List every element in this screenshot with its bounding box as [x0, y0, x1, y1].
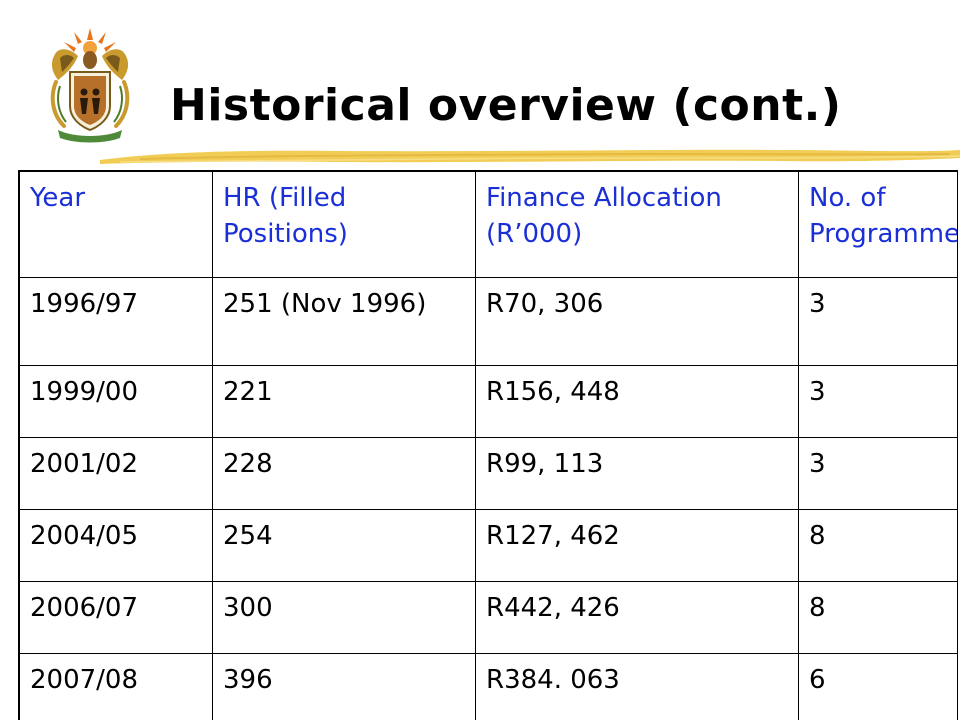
year-cell: 2006/07: [18, 580, 213, 654]
table-row: 1996/97 251 (Nov 1996) R70, 306 3: [18, 276, 958, 366]
programmes-cell: 3: [798, 276, 958, 366]
programmes-cell: 6: [798, 652, 958, 720]
hr-cell: 251 (Nov 1996): [212, 276, 476, 366]
column-header-finance: Finance Allocation (R’000): [475, 170, 799, 278]
table-header-row: Year HR (Filled Positions) Finance Alloc…: [18, 170, 958, 278]
finance-cell: R70, 306: [475, 276, 799, 366]
table-row: 2007/08 396 R384. 063 6: [18, 652, 958, 720]
programmes-cell: 8: [798, 580, 958, 654]
table-row: 1999/00 221 R156, 448 3: [18, 364, 958, 438]
year-cell: 2004/05: [18, 508, 213, 582]
finance-cell: R442, 426: [475, 580, 799, 654]
programmes-cell: 3: [798, 364, 958, 438]
year-cell: 1996/97: [18, 276, 213, 366]
table-row: 2006/07 300 R442, 426 8: [18, 580, 958, 654]
programmes-cell: 3: [798, 436, 958, 510]
table-row: 2004/05 254 R127, 462 8: [18, 508, 958, 582]
hr-cell: 396: [212, 652, 476, 720]
finance-cell: R384. 063: [475, 652, 799, 720]
brush-stroke-divider: [100, 149, 960, 164]
page-title: Historical overview (cont.): [170, 80, 842, 131]
column-header-programmes: No. of Programmes: [798, 170, 958, 278]
hr-cell: 300: [212, 580, 476, 654]
coat-of-arms-icon: [50, 28, 130, 143]
table-row: 2001/02 228 R99, 113 3: [18, 436, 958, 510]
hr-cell: 228: [212, 436, 476, 510]
finance-cell: R156, 448: [475, 364, 799, 438]
column-header-hr: HR (Filled Positions): [212, 170, 476, 278]
finance-cell: R99, 113: [475, 436, 799, 510]
hr-cell: 221: [212, 364, 476, 438]
finance-cell: R127, 462: [475, 508, 799, 582]
year-cell: 1999/00: [18, 364, 213, 438]
year-cell: 2007/08: [18, 652, 213, 720]
column-header-year: Year: [18, 170, 213, 278]
historical-overview-table: Year HR (Filled Positions) Finance Alloc…: [18, 170, 958, 720]
year-cell: 2001/02: [18, 436, 213, 510]
hr-cell: 254: [212, 508, 476, 582]
programmes-cell: 8: [798, 508, 958, 582]
